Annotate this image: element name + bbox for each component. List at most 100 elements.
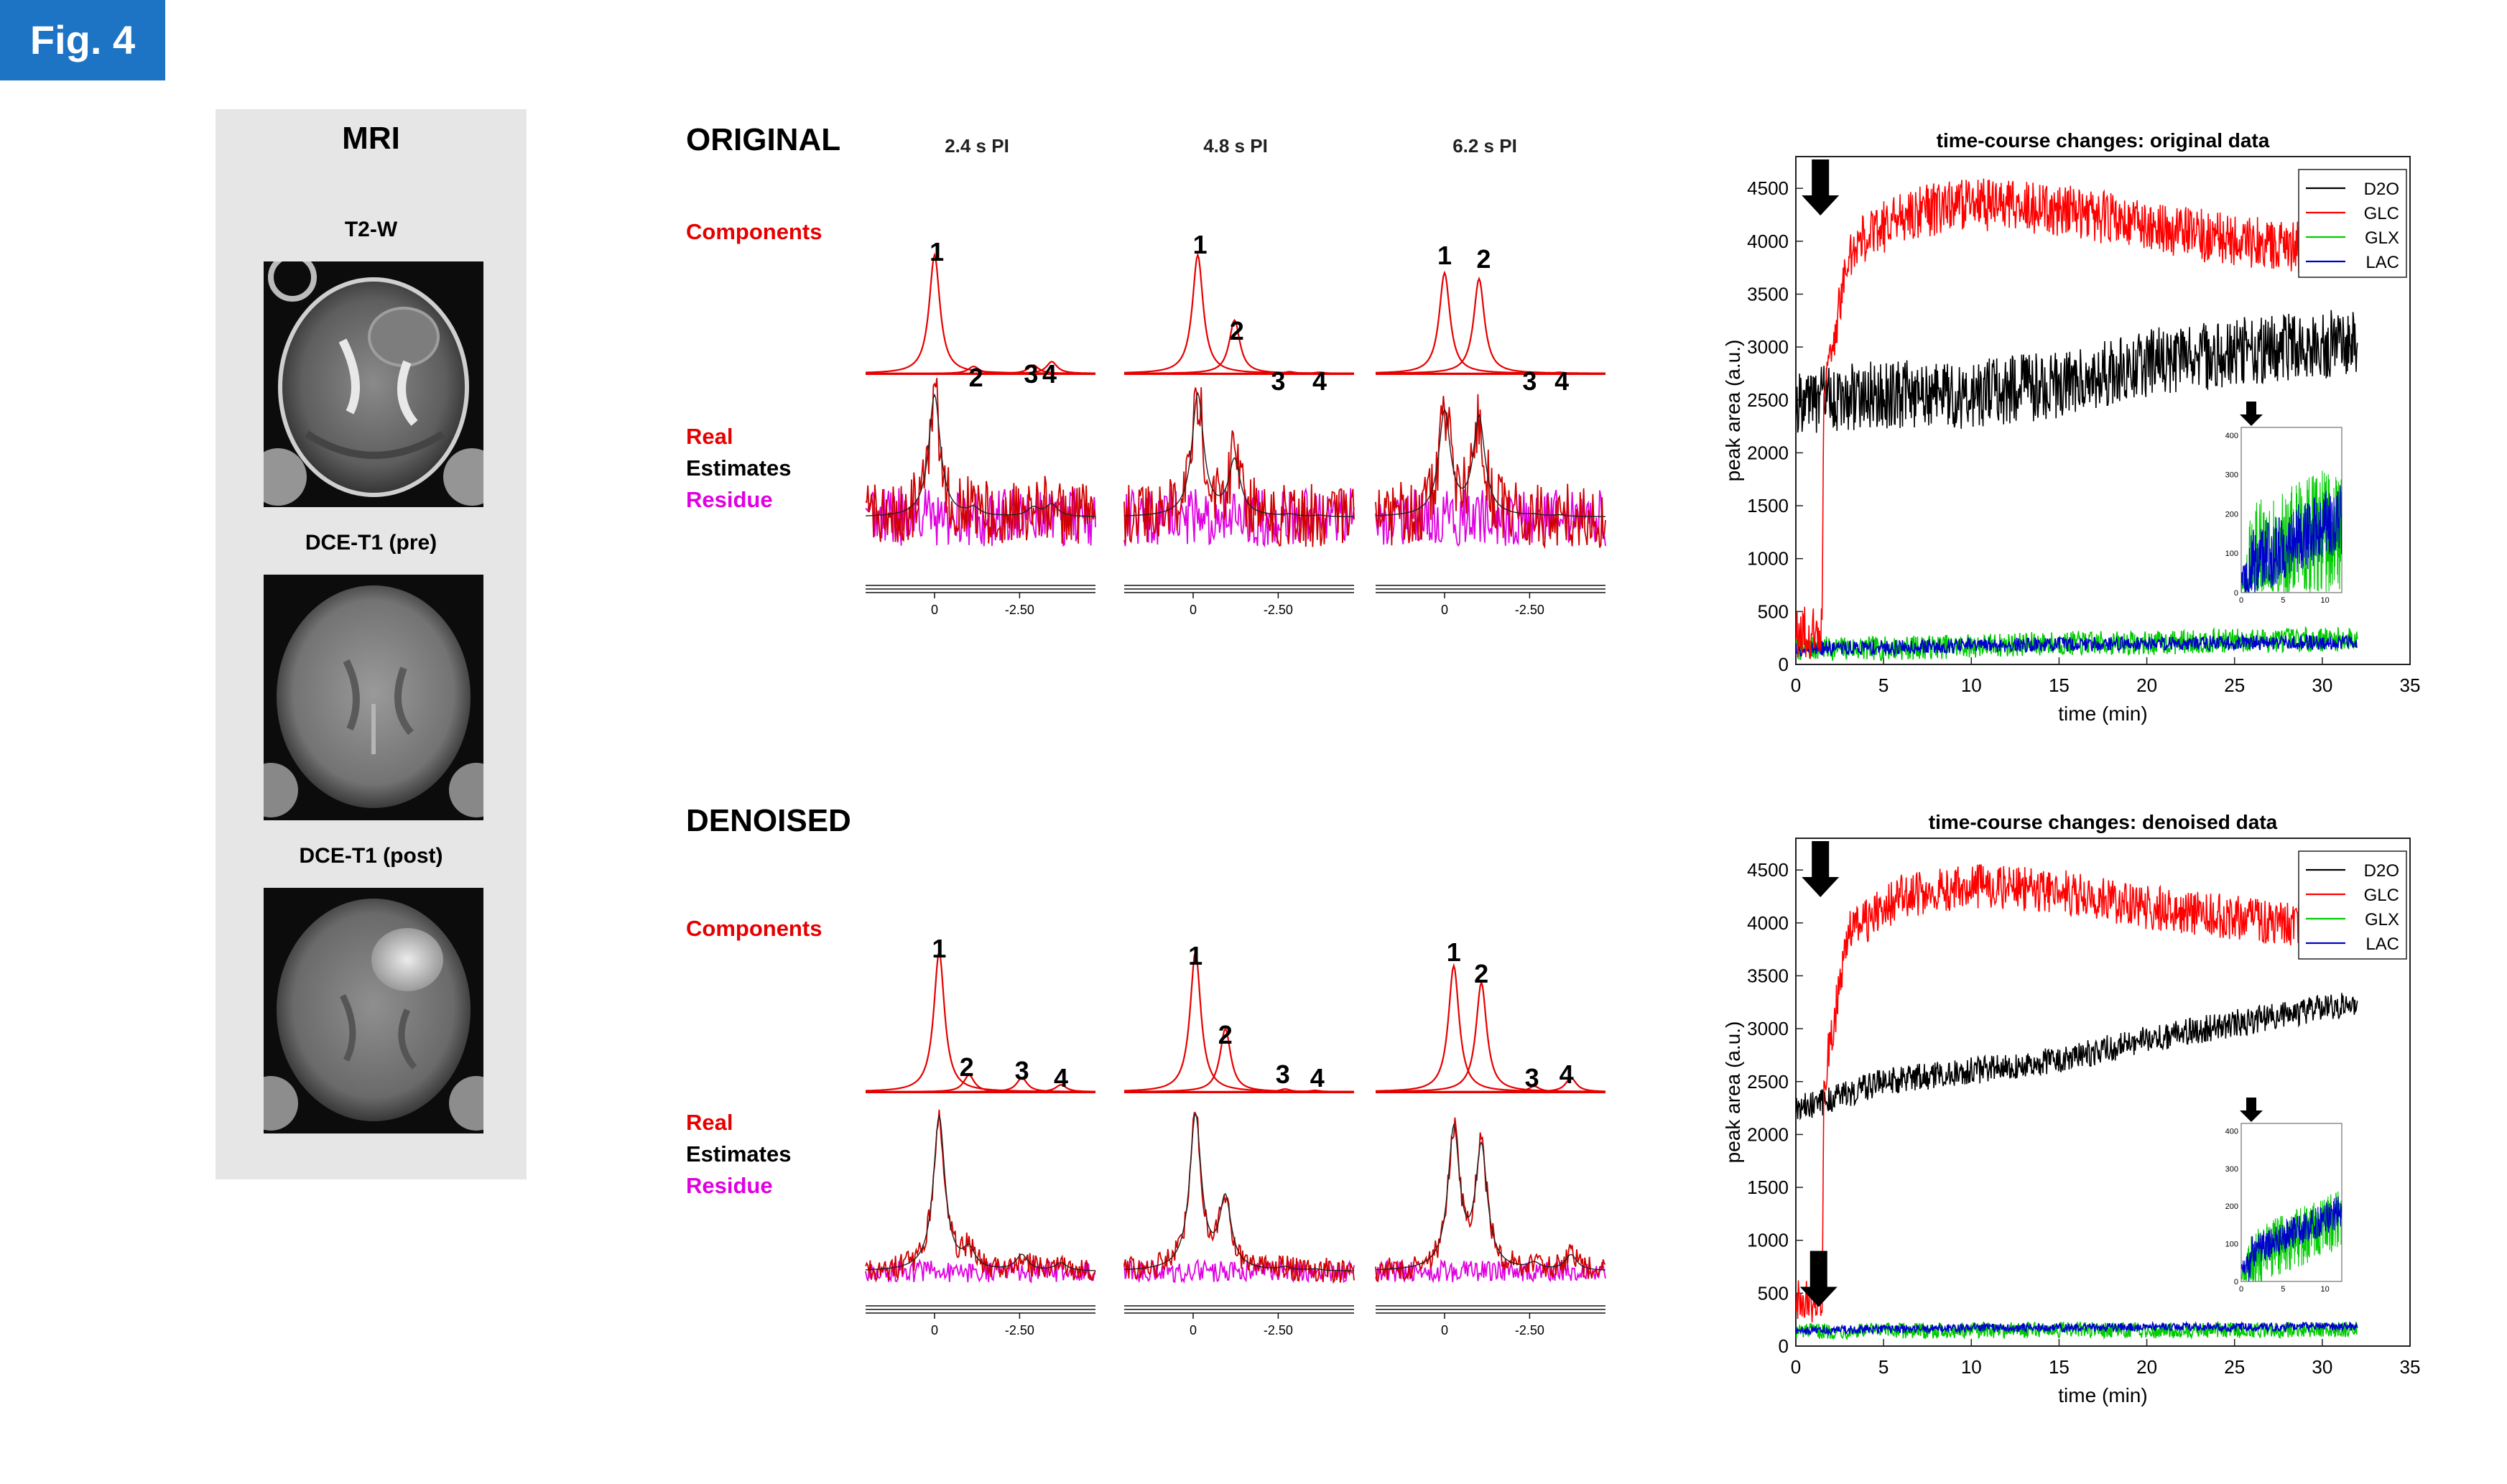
inset-y-tick-label: 200 (2225, 1202, 2238, 1211)
spectrum-tick-label: 0 (1190, 1323, 1197, 1337)
estimates-label-original: Estimates (686, 455, 792, 481)
legend-label-lac: LAC (2365, 253, 2399, 272)
y-axis-label: peak area (a.u.) (1722, 1021, 1744, 1164)
section-title-original: ORIGINAL (686, 122, 841, 157)
real-trace (865, 1109, 1096, 1283)
spectrum-panel-original-3: 1 2 3 4 0 -2.50 (1375, 241, 1606, 617)
x-tick-label: 20 (2136, 674, 2157, 696)
x-tick-label: 30 (2312, 674, 2332, 696)
component-curve (1375, 270, 1605, 374)
spectrum-tick-label: -2.50 (1005, 603, 1034, 617)
chart-title: time-course changes: original data (1937, 129, 2270, 152)
x-tick-label: 5 (1878, 1356, 1889, 1378)
mri-image-dce-post (264, 888, 483, 1133)
real-trace (1123, 1111, 1355, 1284)
series-line-lac (1796, 634, 2358, 657)
chart-original: time-course changes: original data 0 5 10 15… (1722, 129, 2421, 725)
inset-y-tick-label: 0 (2234, 589, 2238, 598)
residue-trace (1375, 1258, 1606, 1284)
component-curve (1124, 252, 1354, 374)
y-tick-label: 3000 (1747, 336, 1789, 358)
x-tick-label: 35 (2400, 1356, 2421, 1378)
inset-x-tick-label: 5 (2281, 1285, 2285, 1294)
legend-label-glx: GLX (2365, 228, 2399, 248)
spectrum-tick-label: 0 (1441, 1323, 1448, 1337)
x-tick-label: 20 (2136, 1356, 2157, 1378)
inset-y-tick-label: 300 (2225, 471, 2238, 480)
y-tick-label: 1500 (1747, 495, 1789, 516)
spectrum-tick-label: -2.50 (1264, 1323, 1293, 1337)
spectrum-tick-label: 0 (1441, 603, 1448, 617)
spectrum-panel-original-1: 1 2 3 4 0 -2.50 (865, 237, 1096, 617)
injection-arrow-icon (1802, 841, 1840, 897)
inset-x-tick-label: 10 (2321, 1285, 2330, 1294)
x-tick-label: 0 (1791, 674, 1801, 696)
inset-arrow-icon (2240, 1098, 2263, 1122)
peak-number-label: 2 (960, 1052, 974, 1082)
inset-y-tick-label: 400 (2225, 1127, 2238, 1136)
peak-number-label: 3 (1024, 359, 1038, 389)
legend-label-glc: GLC (2364, 204, 2399, 223)
y-axis-label: peak area (a.u.) (1722, 340, 1744, 482)
mri-label-dce-post: DCE-T1 (post) (299, 844, 443, 868)
series-line-lac (1796, 1320, 2358, 1336)
components-label-denoised: Components (686, 916, 822, 941)
x-tick-label: 30 (2312, 1356, 2332, 1378)
legend-label-lac: LAC (2365, 935, 2399, 954)
inset-arrow-icon (2240, 402, 2263, 426)
y-tick-label: 3500 (1747, 965, 1789, 986)
inset-y-tick-label: 200 (2225, 510, 2238, 519)
spectrum-tick-label: -2.50 (1005, 1323, 1034, 1337)
chart-title: time-course changes: denoised data (1929, 811, 2278, 833)
peak-number-label: 2 (1474, 959, 1488, 988)
inset-x-tick-label: 10 (2321, 596, 2330, 605)
y-tick-label: 500 (1758, 600, 1789, 622)
inset-y-tick-label: 0 (2234, 1278, 2238, 1286)
column-header-2: 4.8 s PI (1203, 135, 1268, 157)
spectrum-panel-original-2: 1 23 4 0 -2.50 (1123, 230, 1355, 617)
estimate-trace (1124, 391, 1354, 517)
section-title-denoised: DENOISED (686, 803, 851, 838)
y-tick-label: 4500 (1747, 859, 1789, 881)
real-trace (865, 378, 1096, 544)
column-header-3: 6.2 s PI (1452, 135, 1517, 157)
injection-arrow-icon-lower (1799, 1251, 1838, 1307)
inset-y-tick-label: 400 (2225, 432, 2238, 440)
peak-number-label: 1 (1188, 941, 1202, 970)
mri-image-dce-pre (264, 575, 483, 820)
peak-number-label: 3 (1276, 1059, 1290, 1089)
real-label-denoised: Real (686, 1110, 733, 1135)
x-axis-label: time (min) (2058, 702, 2147, 725)
inset-y-tick-label: 300 (2225, 1165, 2238, 1174)
peak-number-label: 4 (1560, 1059, 1574, 1089)
y-tick-label: 2500 (1747, 389, 1789, 411)
y-tick-label: 4500 (1747, 177, 1789, 199)
y-tick-label: 3000 (1747, 1018, 1789, 1039)
y-tick-label: 2000 (1747, 1123, 1789, 1145)
y-tick-label: 1000 (1747, 1230, 1789, 1251)
x-tick-label: 35 (2400, 674, 2421, 696)
x-tick-label: 10 (1961, 1356, 1982, 1378)
estimate-trace (866, 1113, 1095, 1271)
peak-number-label: 2 (1218, 1020, 1233, 1049)
injection-arrow-icon (1802, 159, 1840, 215)
peak-number-label: 2 (969, 363, 983, 392)
series-line-d2o (1796, 310, 2358, 433)
peak-number-label: 4 (1312, 366, 1327, 396)
y-tick-label: 3500 (1747, 283, 1789, 305)
real-trace (1123, 387, 1355, 547)
legend-label-glc: GLC (2364, 886, 2399, 905)
legend-label-d2o: D2O (2364, 861, 2399, 881)
residue-label-denoised: Residue (686, 1173, 773, 1198)
peak-number-label: 2 (1230, 316, 1244, 346)
x-tick-label: 10 (1961, 674, 1982, 696)
mri-label-t2w: T2-W (344, 218, 398, 241)
peak-number-label: 1 (1447, 937, 1461, 967)
figure-tag: Fig. 4 (0, 0, 165, 80)
spectrum-tick-label: -2.50 (1264, 603, 1293, 617)
peak-number-label: 3 (1522, 366, 1537, 396)
spectrum-tick-label: -2.50 (1515, 1323, 1544, 1337)
peak-number-label: 3 (1015, 1056, 1029, 1085)
y-tick-label: 4000 (1747, 231, 1789, 252)
series-line-glc (1796, 178, 2358, 659)
